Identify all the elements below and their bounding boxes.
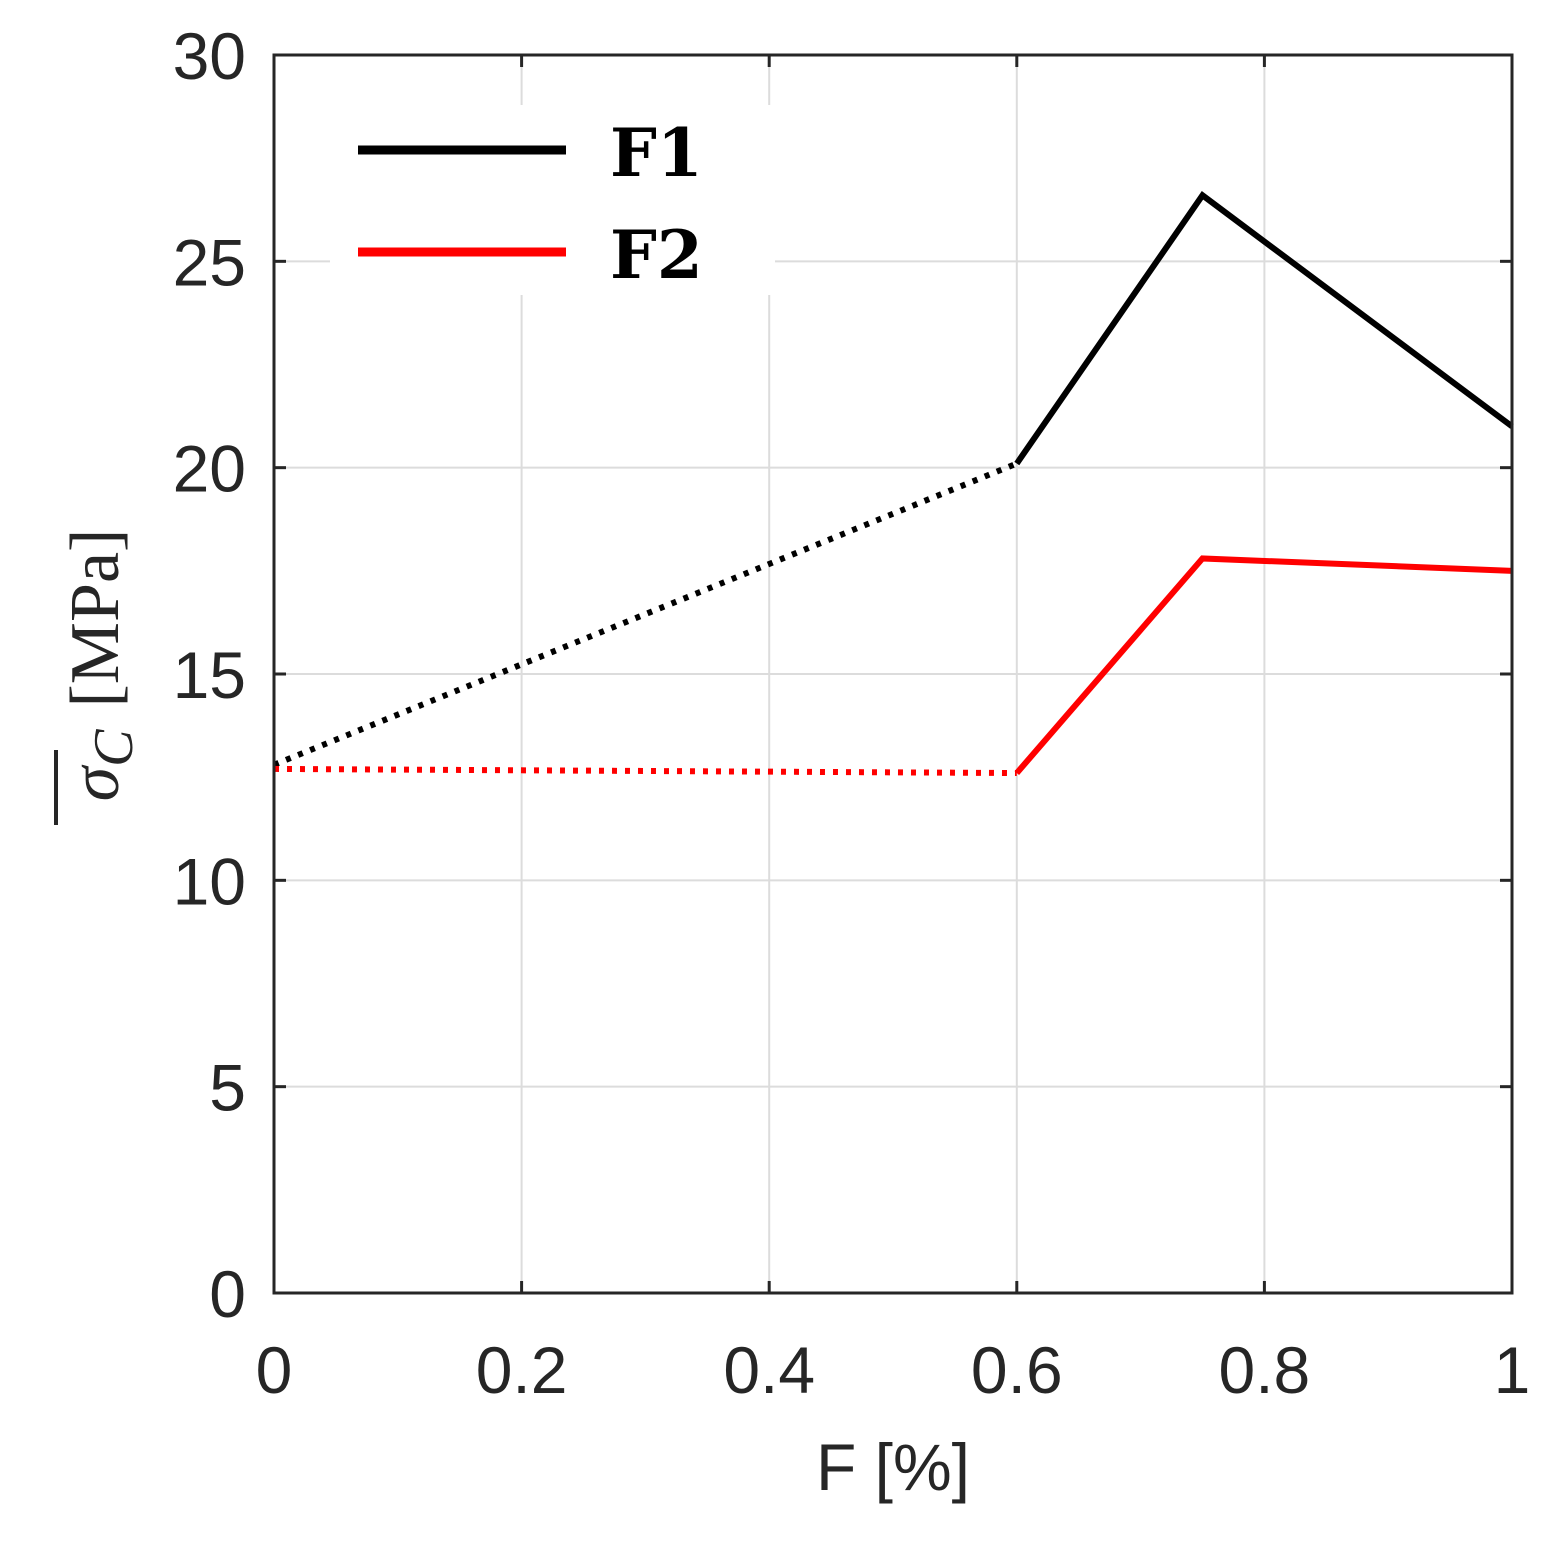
y-axis-label-symbol: σ — [57, 764, 134, 801]
y-tick-label: 20 — [173, 432, 246, 506]
y-tick-label: 30 — [173, 19, 246, 93]
y-axis-label-unit: [MPa] — [57, 529, 134, 708]
y-tick-label: 5 — [209, 1051, 246, 1125]
y-tick-label: 25 — [173, 225, 246, 299]
legend-box — [330, 105, 775, 295]
y-tick-label: 0 — [209, 1257, 246, 1331]
y-axis-label-subscript: C — [83, 729, 145, 767]
series-f2-solid-line — [1014, 555, 1513, 776]
legend-label-f1: F1 — [610, 114, 703, 192]
y-axis-label: σC [MPa] — [54, 529, 145, 825]
x-axis-label: F [%] — [816, 1430, 970, 1504]
series-f1-solid-line — [1014, 191, 1514, 466]
series-f1-dotted-line — [272, 460, 1018, 768]
svg-text:σC[MPa]: σC [MPa] — [57, 529, 145, 802]
x-tick-label: 0 — [256, 1333, 293, 1407]
x-tick-label: 0.8 — [1219, 1333, 1311, 1407]
x-tick-label: 0.2 — [476, 1333, 568, 1407]
y-tick-label: 10 — [173, 844, 246, 918]
y-tick-label: 15 — [173, 638, 246, 712]
x-tick-label: 0.6 — [971, 1333, 1063, 1407]
legend-label-f2: F2 — [610, 216, 703, 294]
x-tick-label: 1 — [1494, 1333, 1531, 1407]
x-tick-label: 0.4 — [723, 1333, 815, 1407]
series-lines — [272, 191, 1514, 777]
